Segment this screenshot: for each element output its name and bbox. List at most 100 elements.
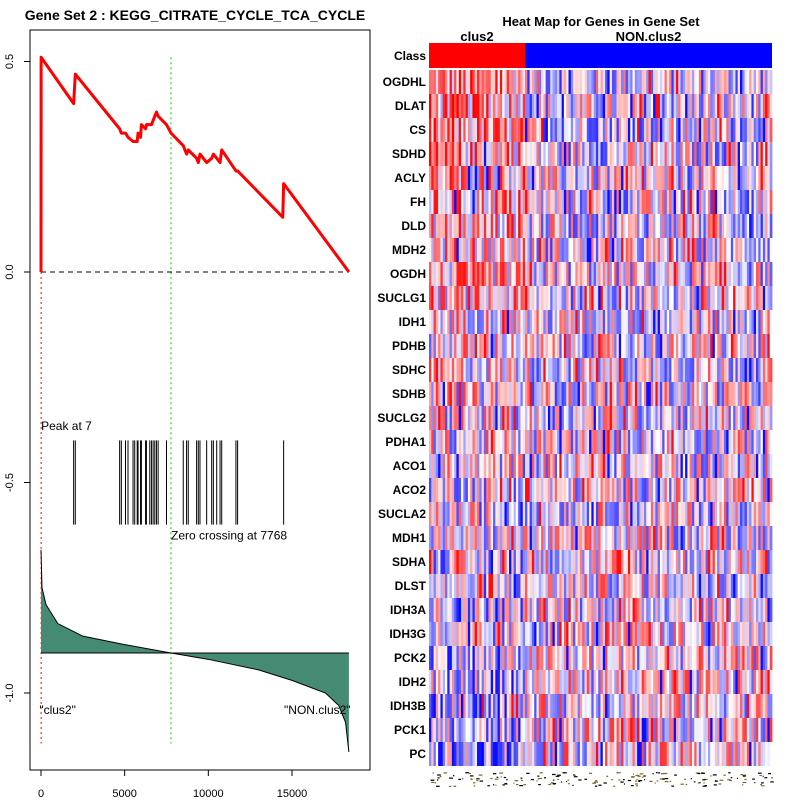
heatmap-cell [547, 430, 551, 454]
heatmap-cell [435, 214, 439, 238]
heatmap-cell [465, 622, 469, 646]
heatmap-cell [513, 334, 517, 358]
heatmap-cell [634, 454, 638, 478]
heatmap-cell [710, 190, 713, 214]
heatmap-cell [579, 334, 583, 358]
heatmap-cell [691, 670, 695, 694]
heatmap-cell [634, 310, 638, 334]
heatmap-cell [522, 526, 526, 550]
heatmap-cell [600, 430, 604, 454]
heatmap-cell [666, 574, 670, 598]
heatmap-cell [641, 262, 645, 286]
heatmap-cell [458, 574, 462, 598]
heatmap-cell [598, 70, 601, 94]
heatmap-cell [591, 238, 595, 262]
heatmap-cell [559, 382, 563, 406]
heatmap-cell [767, 286, 771, 310]
sample-name-mark [742, 774, 747, 776]
heatmap-cell [440, 718, 444, 742]
heatmap-cell [669, 646, 672, 670]
heatmap-cell [701, 694, 704, 718]
heatmap-cell [646, 718, 649, 742]
sample-name-mark [550, 783, 552, 785]
heatmap-cell [566, 430, 569, 454]
heatmap-cell [547, 142, 551, 166]
heatmap-cell [694, 118, 697, 142]
heatmap-cell [630, 334, 633, 358]
heatmap-cell [662, 574, 665, 598]
heatmap-cell [568, 454, 572, 478]
heatmap-cell [643, 478, 647, 502]
heatmap-cell [680, 214, 684, 238]
heatmap-cell [513, 430, 517, 454]
heatmap-cell [675, 646, 679, 670]
heatmap-cell [625, 334, 629, 358]
heatmap-cell [445, 406, 448, 430]
heatmap-cell [463, 310, 466, 334]
heatmap-cell [630, 382, 633, 406]
heatmap-cell [506, 238, 510, 262]
heatmap-cell [465, 166, 469, 190]
heatmap-cell [726, 262, 729, 286]
heatmap-cell [529, 550, 533, 574]
heatmap-cell [749, 526, 752, 550]
heatmap-cell [673, 190, 677, 214]
heatmap-cell [570, 454, 574, 478]
heatmap-cell [632, 598, 636, 622]
heatmap-cell [648, 574, 652, 598]
heatmap-cell [746, 190, 750, 214]
heatmap-cell [758, 718, 761, 742]
sample-name-mark [598, 784, 602, 786]
heatmap-cell [495, 670, 498, 694]
heatmap-cell [541, 214, 544, 238]
heatmap-cell [486, 478, 489, 502]
heatmap-cell [675, 430, 679, 454]
heatmap-cell [621, 214, 624, 238]
heatmap-cell [573, 526, 576, 550]
heatmap-cell [691, 574, 695, 598]
heatmap-cell [497, 166, 501, 190]
heatmap-cell [486, 166, 489, 190]
heatmap-cell [488, 70, 492, 94]
heatmap-cell [673, 478, 677, 502]
heatmap-cell [586, 742, 590, 766]
heatmap-cell [669, 286, 672, 310]
heatmap-cell [481, 454, 485, 478]
heatmap-cell [563, 262, 567, 286]
heatmap-cell [616, 718, 620, 742]
heatmap-cell [470, 238, 473, 262]
heatmap-cell [563, 286, 567, 310]
heatmap-cell [531, 694, 535, 718]
heatmap-cell [490, 718, 494, 742]
heatmap-cell [488, 406, 492, 430]
heatmap-cell [438, 574, 441, 598]
heatmap-cell [538, 574, 542, 598]
heatmap-cell [753, 526, 757, 550]
heatmap-cell [769, 190, 773, 214]
heatmap-cell [559, 406, 563, 430]
heatmap-cell [760, 310, 764, 334]
heatmap-cell [607, 310, 611, 334]
heatmap-cell [685, 118, 688, 142]
heatmap-cell [595, 310, 599, 334]
heatmap-row-aco1 [429, 454, 773, 478]
heatmap-cell [767, 742, 771, 766]
heatmap-cell [634, 550, 638, 574]
heatmap-cell [502, 238, 505, 262]
sample-name-mark [702, 785, 707, 787]
heatmap-cell [579, 502, 583, 526]
heatmap-cell [678, 238, 681, 262]
heatmap-cell [719, 454, 723, 478]
heatmap-cell [758, 166, 761, 190]
heatmap-cell [618, 190, 622, 214]
heatmap-cell [550, 574, 553, 598]
heatmap-cell [511, 334, 515, 358]
heatmap-cell [616, 646, 620, 670]
heatmap-cell [536, 406, 540, 430]
heatmap-cell [557, 670, 560, 694]
heatmap-cell [483, 502, 487, 526]
heatmap-cell [625, 358, 629, 382]
heatmap-cell [641, 574, 645, 598]
heatmap-cell [664, 526, 668, 550]
heatmap-cell [506, 598, 510, 622]
